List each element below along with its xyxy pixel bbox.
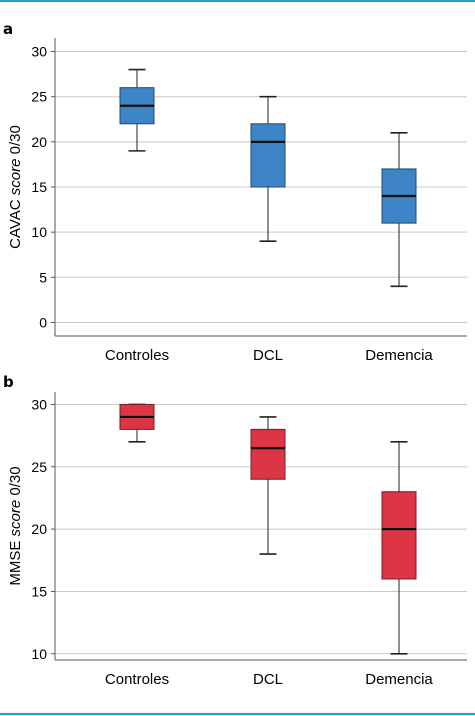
- box-demencia: [381, 132, 417, 288]
- chart-panel-b: b 10 15 20 25 30 MMSE score 0/30 Controles DCL De…: [3, 373, 467, 688]
- y-tick-label: 15: [31, 583, 47, 599]
- x-category-label: Controles: [105, 671, 169, 688]
- x-category-label: Demencia: [365, 347, 433, 364]
- y-tick-label: 30: [31, 44, 47, 60]
- box-demencia: [381, 441, 417, 655]
- box-controles: [119, 403, 155, 443]
- y-tick-label: 5: [39, 269, 47, 285]
- box-controles: [119, 68, 155, 152]
- y-tick-label: 15: [31, 179, 47, 195]
- panel-label: a: [3, 20, 13, 38]
- box-iqr: [250, 428, 286, 480]
- x-category-label: Demencia: [365, 671, 433, 688]
- y-axis-label: MMSE score 0/30: [7, 466, 24, 585]
- x-category-label: DCL: [253, 671, 283, 688]
- box-dcl: [250, 95, 286, 242]
- y-tick-label: 0: [39, 314, 47, 330]
- x-category-label: DCL: [253, 347, 283, 364]
- y-tick-label: 20: [31, 521, 47, 537]
- y-tick-label: 30: [31, 396, 47, 412]
- y-tick-label: 10: [31, 224, 47, 240]
- y-tick-label: 10: [31, 646, 47, 662]
- bottom-rule: [0, 713, 475, 715]
- y-axis-label-main: MMSE: [7, 536, 24, 585]
- y-axis-label-italic: score: [7, 159, 24, 196]
- top-rule: [0, 0, 475, 2]
- box-iqr: [250, 123, 286, 188]
- y-tick-label: 25: [31, 89, 47, 105]
- y-axis-label-italic: score: [7, 500, 24, 537]
- y-tick-label: 25: [31, 459, 47, 475]
- x-category-label: Controles: [105, 347, 169, 364]
- y-axis-label-main: CAVAC: [7, 195, 24, 249]
- chart-panel-a: a 0 5 10 15 20 25 30 CAVAC score 0/30 Controles DC…: [3, 20, 467, 364]
- box-dcl: [250, 416, 286, 555]
- y-tick-label: 20: [31, 134, 47, 150]
- y-axis-label-suffix: 0/30: [7, 466, 24, 499]
- y-axis-label-suffix: 0/30: [7, 125, 24, 158]
- panel-label: b: [3, 373, 14, 391]
- y-axis-label: CAVAC score 0/30: [7, 125, 24, 249]
- box-iqr: [381, 491, 417, 580]
